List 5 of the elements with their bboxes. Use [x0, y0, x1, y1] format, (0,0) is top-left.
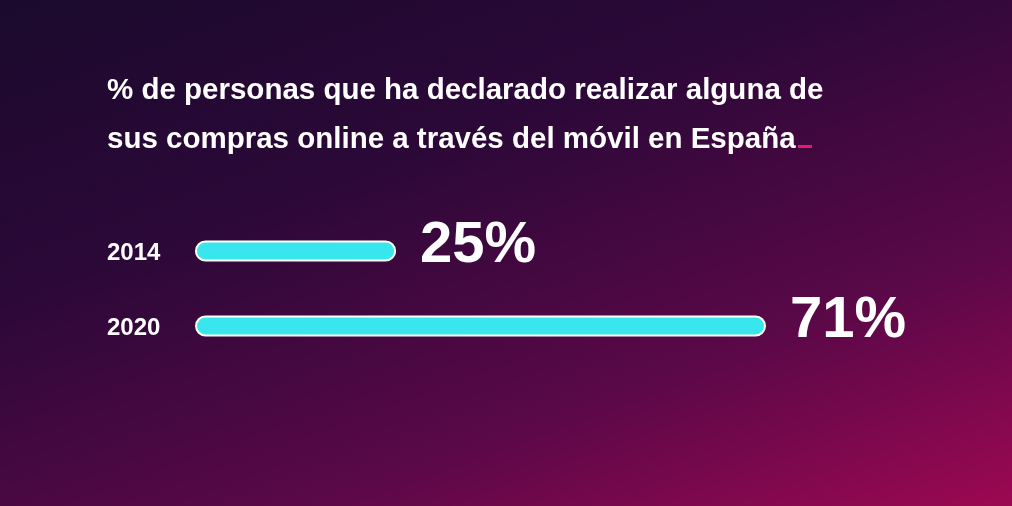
data-label: 71%	[790, 283, 907, 349]
chart-title: % de personas que ha declarado realizar alguna de sus compras online a través del móvil en España	[107, 72, 824, 154]
y-tick-label: 2020	[107, 312, 161, 340]
y-tick-label: 2014	[107, 237, 162, 265]
data-label: 25%	[420, 208, 537, 274]
